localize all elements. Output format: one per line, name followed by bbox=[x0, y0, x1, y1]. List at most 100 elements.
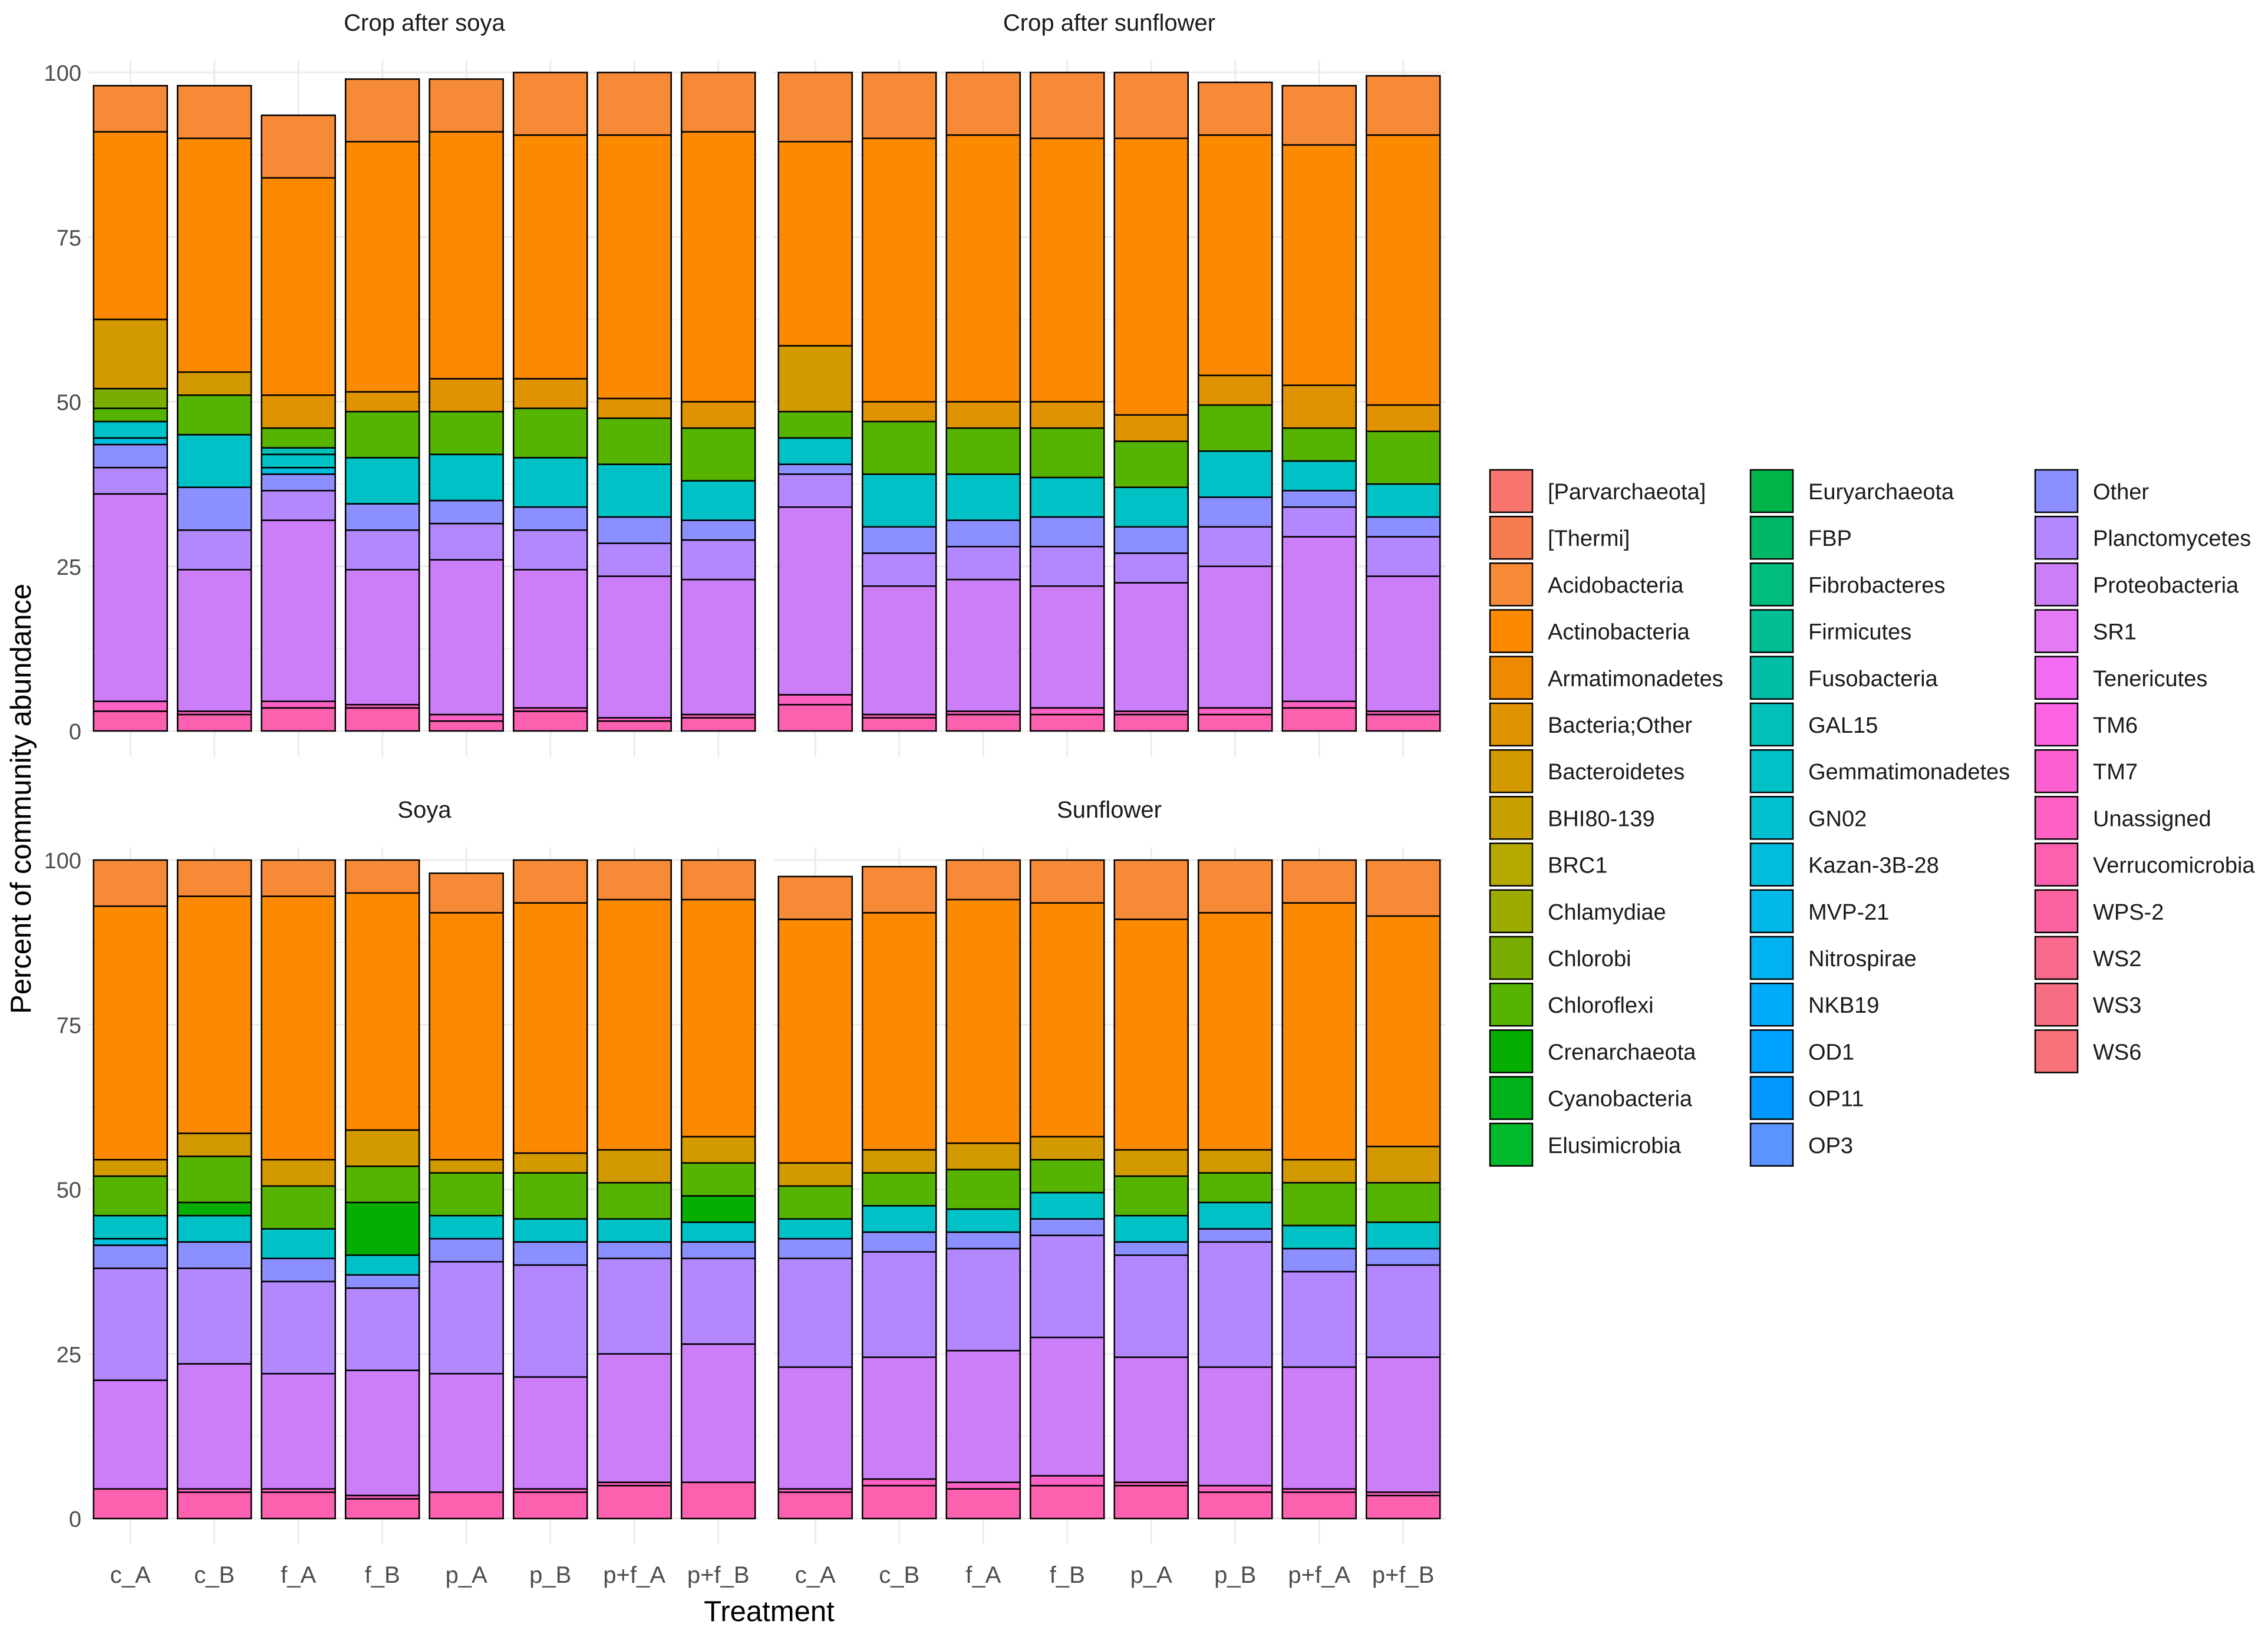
legend-label: TM7 bbox=[2093, 760, 2138, 785]
bar-stack: Verrucomicrobia: 5Unassigned: 0.5Proteob… bbox=[1113, 859, 1189, 1520]
bar-segment: Chloroflexi: 6.5 bbox=[1281, 1182, 1357, 1227]
legend-item: Chlamydiae bbox=[1489, 889, 1666, 934]
bar-segment: Bacteroidetes: 3.5 bbox=[1198, 1149, 1273, 1174]
bar-segment: Gemmatimonadetes: 4.5 bbox=[261, 1228, 336, 1260]
legend-label: Tenericutes bbox=[2093, 667, 2207, 691]
bar-stack: Verrucomicrobia: 4Unassigned: 1Proteobac… bbox=[1198, 859, 1273, 1520]
bar-segment: Proteobacteria: 18 bbox=[1198, 1366, 1273, 1487]
facet-panel: Sunflower c_A c_B f_A f_B p_A p_B p+f_A p+f_B Ver… bbox=[773, 797, 1445, 1588]
bar-segment: Verrucomicrobia: 1.5 bbox=[428, 720, 504, 732]
bar-segment: Bacteroidetes: 3.5 bbox=[177, 1132, 252, 1157]
bar-segment: Kazan-3B-28: 1 bbox=[93, 437, 168, 446]
bar-segment: Acidobacteria: 6.5 bbox=[1030, 859, 1105, 904]
bar-segment: Gemmatimonadetes: 5 bbox=[1366, 483, 1441, 518]
bar-segment: Planctomycetes: 17 bbox=[513, 1264, 588, 1378]
legend-swatch bbox=[1749, 469, 1794, 513]
bar-segment: Bacteria;Other: 5 bbox=[428, 378, 504, 413]
bar-segment: Proteobacteria: 19 bbox=[1113, 1356, 1189, 1483]
legend-item: Proteobacteria bbox=[2034, 562, 2239, 607]
bar-segment: Other: 2.5 bbox=[681, 1241, 756, 1260]
legend-swatch bbox=[2034, 1029, 2079, 1073]
legend-label: Planctomycetes bbox=[2093, 526, 2251, 551]
bar-segment: Acidobacteria: 10 bbox=[1113, 71, 1189, 139]
legend-item: Actinobacteria bbox=[1489, 609, 1690, 653]
bar-segment: Kazan-3B-28: 1 bbox=[261, 466, 336, 475]
y-tick-label: 100 bbox=[44, 61, 81, 86]
bar-segment: Other: 3 bbox=[777, 1238, 853, 1260]
bar-stack: Verrucomicrobia: 2.5Unassigned: 1Proteob… bbox=[1030, 71, 1105, 732]
legend-label: BRC1 bbox=[1548, 854, 1607, 878]
bar-segment: Actinobacteria: 41 bbox=[681, 131, 756, 403]
bar-segment: Bacteria;Other: 3 bbox=[345, 391, 420, 413]
bar-segment: Planctomycetes: 15.5 bbox=[1113, 1254, 1189, 1358]
bar-segment: Planctomycetes: 6 bbox=[177, 529, 252, 571]
facet-panel: Crop after sunflowerVerrucomicrobia: 4Un… bbox=[773, 10, 1445, 757]
bar-segment: Planctomycetes: 4.5 bbox=[261, 490, 336, 521]
bar-segment: Kazan-3B-28: 1 bbox=[93, 1238, 168, 1246]
bar-segment: Actinobacteria: 40.5 bbox=[945, 134, 1021, 403]
bar-segment: Acidobacteria: 6 bbox=[945, 859, 1021, 901]
bar-segment: Other: 2.5 bbox=[596, 1241, 672, 1260]
bar-segment: Other: 2.5 bbox=[945, 1231, 1021, 1250]
bar-segment: Proteobacteria: 18.5 bbox=[1281, 1366, 1357, 1490]
bar-stack: Verrucomicrobia: 2Unassigned: 0.5Proteob… bbox=[681, 71, 756, 732]
legend-item: MVP-21 bbox=[1749, 889, 1889, 934]
bar-segment: Gemmatimonadetes: 4 bbox=[777, 437, 853, 465]
y-tick-label: 50 bbox=[57, 391, 81, 416]
x-tick-label: c_A bbox=[795, 1562, 836, 1588]
legend-swatch bbox=[1749, 749, 1794, 793]
legend-label: Gemmatimonadetes bbox=[1808, 760, 2010, 785]
bar-segment: Planctomycetes: 14 bbox=[1366, 1264, 1441, 1358]
legend-item: NKB19 bbox=[1749, 982, 1879, 1027]
bar-segment: Planctomycetes: 5 bbox=[596, 542, 672, 577]
bar-segment: Proteobacteria: 18 bbox=[428, 1373, 504, 1493]
bar-stack: Verrucomicrobia: 4Unassigned: 0.5Proteob… bbox=[1281, 859, 1357, 1520]
legend-swatch bbox=[1749, 982, 1794, 1027]
bar-segment: Proteobacteria: 19.5 bbox=[596, 1353, 672, 1483]
bar-segment: Proteobacteria: 16.5 bbox=[93, 1379, 168, 1490]
bar-segment: Bacteroidetes: 3.5 bbox=[177, 371, 252, 396]
bar-segment: Bacteroidetes: 5.5 bbox=[1366, 1145, 1441, 1184]
bar-segment: Acidobacteria: 5.5 bbox=[261, 859, 336, 897]
bar-segment: Actinobacteria: 35 bbox=[1366, 915, 1441, 1148]
bar-segment: Unassigned: 1 bbox=[945, 1481, 1021, 1490]
bar-stack: Verrucomicrobia: 3.5Unassigned: 1Proteob… bbox=[1281, 85, 1357, 732]
x-tick-label: p+f_B bbox=[1372, 1562, 1435, 1588]
bar-segment: Verrucomicrobia: 2.5 bbox=[177, 713, 252, 732]
bar-segment: Other: 2.5 bbox=[1366, 1247, 1441, 1266]
legend-swatch bbox=[1489, 1122, 1534, 1167]
bar-segment: Crenarchaeota: 2 bbox=[177, 1201, 252, 1217]
bar-segment: Acidobacteria: 7 bbox=[93, 85, 168, 133]
bar-segment: Bacteroidetes: 4 bbox=[681, 1135, 756, 1164]
x-tick-label: p+f_B bbox=[687, 1562, 750, 1588]
legend-item: Planctomycetes bbox=[2034, 515, 2251, 560]
bar-segment: Gemmatimonadetes: 4.5 bbox=[1281, 460, 1357, 492]
legend-label: Bacteroidetes bbox=[1548, 760, 1684, 785]
bar-stack: Verrucomicrobia: 4.5Unassigned: 1Proteob… bbox=[945, 859, 1021, 1520]
bar-segment: Verrucomicrobia: 3.5 bbox=[1281, 707, 1357, 732]
bar-segment: Actinobacteria: 36.5 bbox=[1198, 134, 1273, 377]
legend-swatch bbox=[1489, 656, 1534, 700]
y-tick-label: 25 bbox=[57, 1343, 81, 1368]
bar-segment: Bacteria;Other: 4 bbox=[681, 401, 756, 429]
bar-segment: Chloroflexi: 7 bbox=[1198, 404, 1273, 452]
legend: [Parvarchaeota] [Thermi] Acidobacteria Acti… bbox=[1489, 469, 2255, 1167]
bar-segment: Planctomycetes: 5 bbox=[945, 545, 1021, 581]
legend-label: Firmicutes bbox=[1808, 620, 1911, 645]
bar-segment: Gemmatimonadetes: 3.5 bbox=[428, 1214, 504, 1240]
bar-stack: Verrucomicrobia: 4Unassigned: 0.5Proteob… bbox=[177, 859, 252, 1520]
bar-segment: Proteobacteria: 31.5 bbox=[93, 493, 168, 702]
bar-segment: Gemmatimonadetes: 3.5 bbox=[945, 1208, 1021, 1233]
legend-item: TM7 bbox=[2034, 749, 2138, 793]
legend-label: Acidobacteria bbox=[1548, 573, 1684, 598]
bar-segment: Other: 6.5 bbox=[177, 486, 252, 531]
bar-stack: Verrucomicrobia: 5Unassigned: 1.5Proteob… bbox=[1030, 859, 1105, 1520]
bar-segment: Chloroflexi: 6 bbox=[177, 394, 252, 436]
bar-segment: Chloroflexi: 7.5 bbox=[1030, 427, 1105, 479]
bar-segment: Acidobacteria: 5.5 bbox=[177, 859, 252, 897]
bar-segment: Other: 3.5 bbox=[261, 1257, 336, 1283]
bar-segment: Proteobacteria: 20.5 bbox=[345, 569, 420, 706]
bar-stack: Verrucomicrobia: 3.5Unassigned: 0.5Prote… bbox=[345, 78, 420, 732]
bar-segment: Bacteria;Other: 4 bbox=[945, 401, 1021, 429]
legend-label: OP11 bbox=[1808, 1087, 1864, 1112]
